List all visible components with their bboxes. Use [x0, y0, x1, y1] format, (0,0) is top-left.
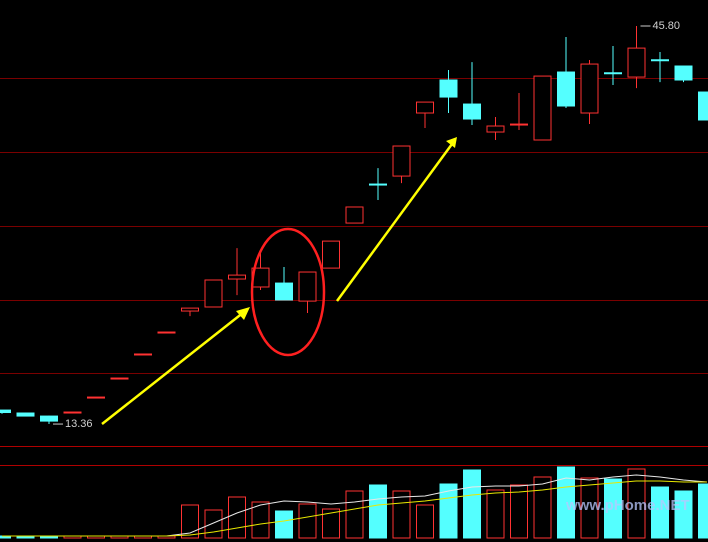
volume-bar [486, 489, 505, 539]
volume-bar [651, 486, 669, 539]
annotation-label: 13.36 [65, 418, 93, 430]
candle-body [486, 125, 505, 133]
candle-body [0, 409, 11, 414]
volume-bar [533, 476, 552, 539]
volume-bar [392, 490, 411, 539]
candle-body [228, 274, 246, 280]
volume-bar [181, 504, 199, 539]
volume-bar [204, 509, 223, 539]
volume-bar [627, 468, 646, 539]
trend-arrow [335, 143, 454, 302]
candle-body [674, 65, 693, 81]
marks: 13.36 45.80 [0, 20, 708, 539]
candle-body [157, 331, 176, 334]
volume-bar [674, 490, 693, 539]
candle-body [533, 75, 552, 141]
volume-bar [228, 496, 246, 539]
candle-body [345, 206, 364, 224]
volume-bar [557, 466, 575, 539]
candle-body [651, 59, 669, 62]
candle-body [557, 71, 575, 107]
grid [0, 78, 708, 466]
volume-bar [369, 484, 387, 539]
candle-body [275, 282, 293, 301]
annotation-label: 45.80 [653, 20, 681, 32]
candle-body [322, 240, 340, 269]
volume-bar [580, 477, 599, 539]
volume-bar [298, 503, 317, 539]
arrow-head [446, 137, 457, 148]
candle-body [110, 377, 129, 380]
overlay [101, 137, 457, 425]
candle-body [298, 271, 317, 302]
candle-body [580, 63, 599, 114]
watermark: www.pHome.NET [565, 497, 690, 514]
candle-body [627, 47, 646, 78]
volume-bar [251, 501, 270, 539]
candle-body [439, 79, 458, 98]
candle-body [463, 103, 481, 120]
volume-bar [275, 510, 293, 539]
volume-bar [698, 483, 708, 539]
volume-bar [345, 490, 364, 539]
candle-body [181, 307, 199, 312]
volume-bar [416, 504, 434, 539]
candle-body [604, 72, 622, 75]
arrow-head [236, 307, 250, 320]
volume-bar [604, 478, 622, 539]
volume-bar [510, 484, 528, 539]
candle-body [392, 145, 411, 177]
volume-bar [322, 508, 340, 539]
candle-body [204, 279, 223, 308]
candle-body [16, 412, 35, 417]
candle-body [698, 91, 708, 121]
volume-ma-line [2, 480, 707, 537]
candle-body [87, 396, 105, 399]
trend-arrow [101, 311, 245, 425]
candle-body [40, 415, 58, 422]
candle-body [416, 101, 434, 114]
candle-body [369, 183, 387, 186]
candle-body [510, 123, 528, 126]
candle-body [134, 353, 152, 356]
candle-body [63, 411, 82, 414]
volume-bar [463, 469, 481, 539]
highlight-circle [250, 227, 326, 357]
